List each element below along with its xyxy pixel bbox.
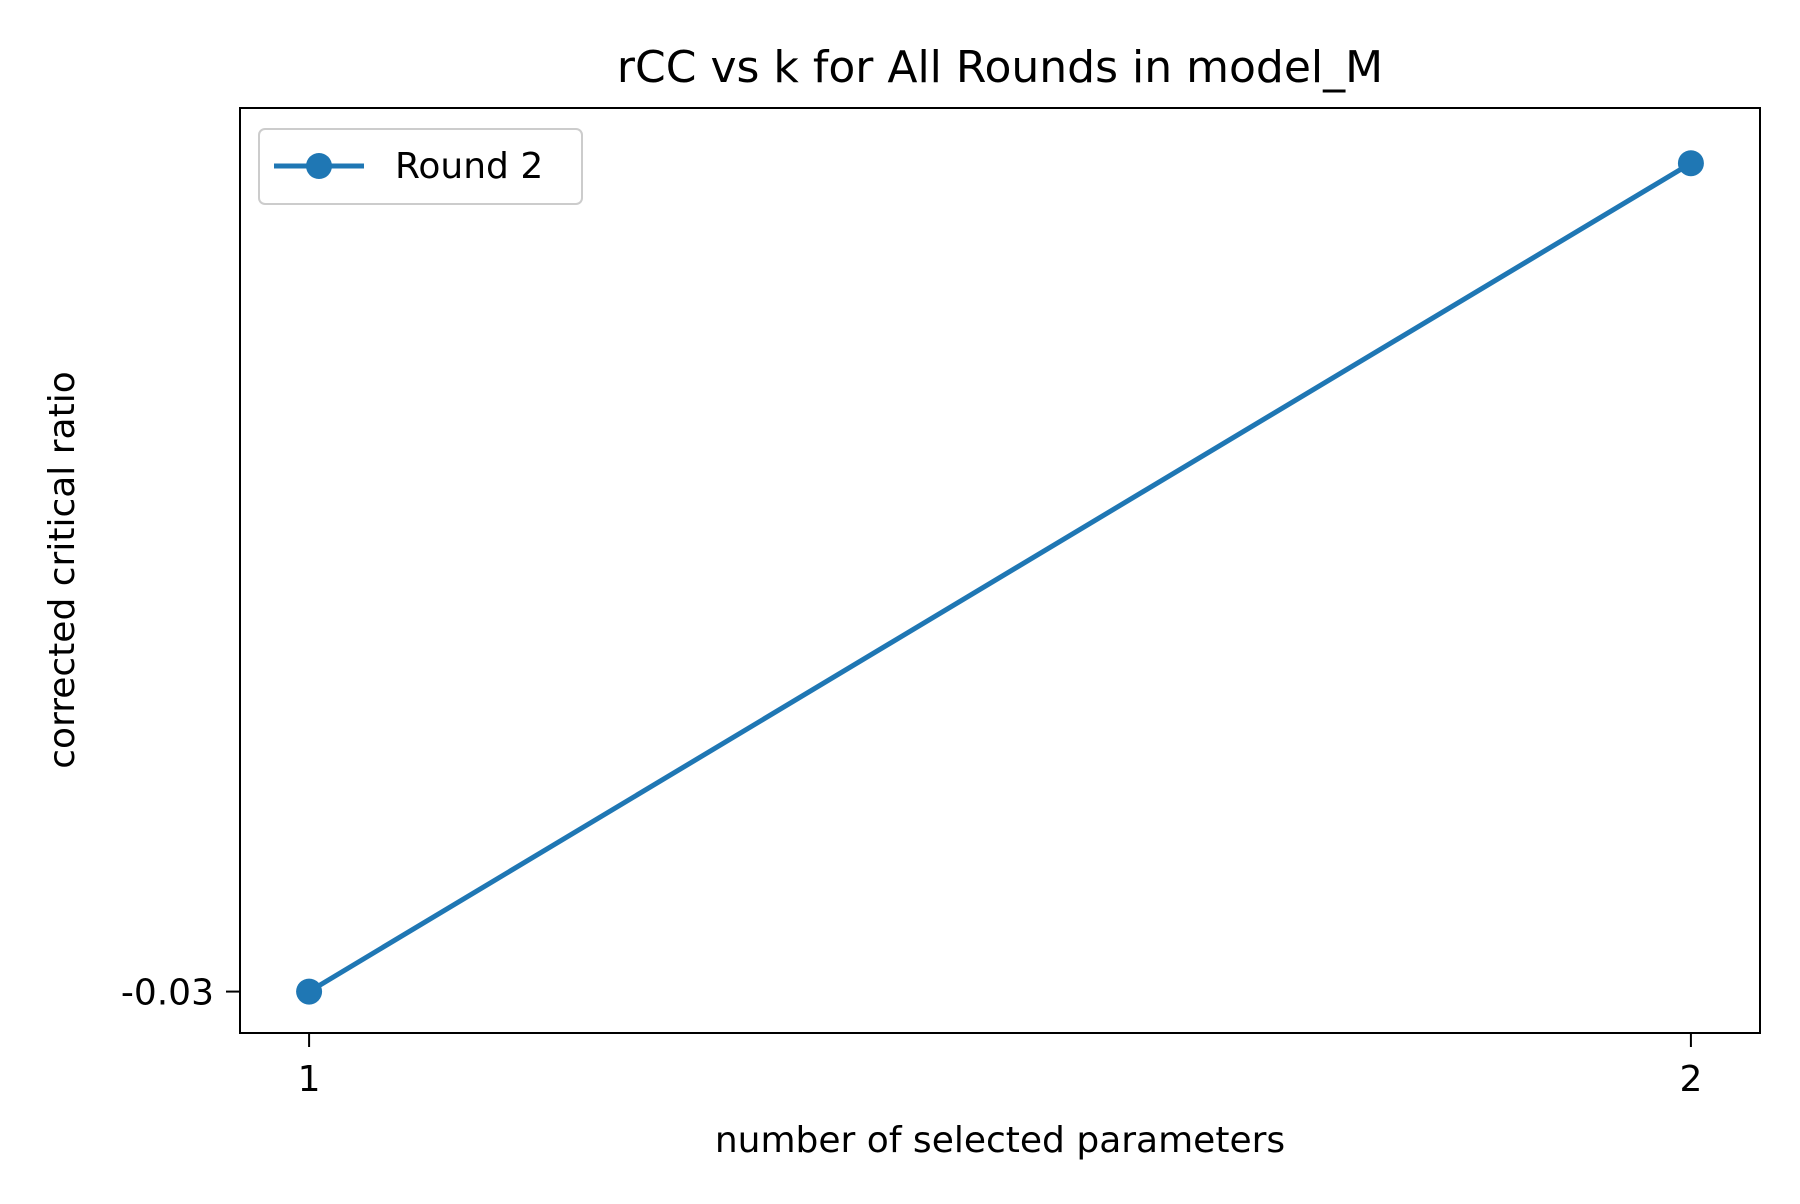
x-tick-label: 2 [1679, 1059, 1702, 1100]
series-line-round-2 [306, 160, 1694, 995]
chart-title: rCC vs k for All Rounds in model_M [617, 42, 1383, 93]
series-layer [296, 150, 1704, 1005]
data-point-round-2 [1677, 150, 1704, 177]
legend-box [258, 128, 583, 205]
axis-ticks: 1 2 -0.03 [121, 973, 1703, 1100]
x-axis-label: number of selected parameters [715, 1120, 1285, 1161]
legend-label-round-2: Round 2 [395, 146, 543, 187]
x-tick-label: 1 [298, 1059, 321, 1100]
legend-marker-round-2 [306, 153, 332, 179]
plot-frame [239, 107, 1761, 1034]
y-tick-label: -0.03 [121, 973, 214, 1014]
legend: Round 2 [258, 128, 583, 205]
data-point-round-2 [296, 978, 323, 1005]
y-axis-label: corrected critical ratio [42, 371, 83, 769]
